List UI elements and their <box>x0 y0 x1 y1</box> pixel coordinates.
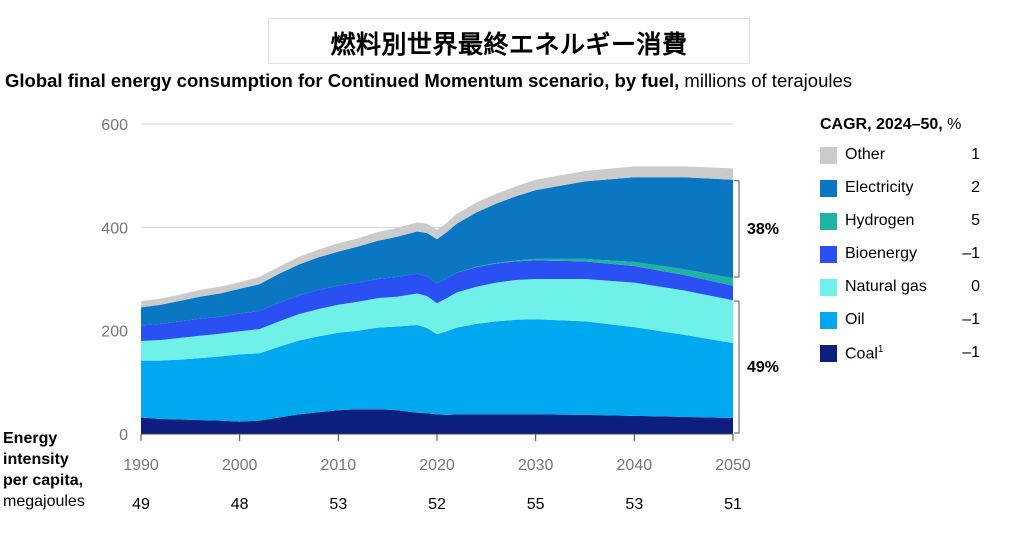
chart-title: Global final energy consumption for Cont… <box>5 70 852 92</box>
banner: 燃料別世界最終エネルギー消費 <box>268 18 750 64</box>
legend-footnote-coal: 1 <box>877 344 884 355</box>
x-tick-label-2040: 2040 <box>617 457 653 474</box>
legend-label-text-oil: Oil <box>845 311 865 328</box>
legend-swatch-hydrogen <box>820 213 837 230</box>
x-tick-label-2000: 2000 <box>222 457 258 474</box>
fossil-share-label: 49% <box>747 359 780 376</box>
legend-label-electricity: Electricity <box>845 179 913 197</box>
legend-value-bioenergy: –1 <box>962 245 980 262</box>
legend-label-oil: Oil <box>845 311 865 329</box>
y-tick-label-200: 200 <box>101 324 128 341</box>
y-tick-label-400: 400 <box>101 220 128 237</box>
area-other <box>141 166 733 308</box>
legend-label-text-natural-gas: Natural gas <box>845 278 927 295</box>
legend-title: CAGR, 2024–50, % <box>820 116 961 134</box>
ei-label-units: megajoules <box>3 493 85 510</box>
energy-intensity-value-2020: 52 <box>428 496 446 513</box>
legend-label-natural-gas: Natural gas <box>845 278 927 296</box>
legend-label-text-hydrogen: Hydrogen <box>845 212 915 229</box>
y-tick-label-0: 0 <box>119 427 128 444</box>
legend-label-other: Other <box>845 146 885 164</box>
energy-intensity-value-2040: 53 <box>625 496 644 513</box>
ei-label-line-3: per capita, <box>3 472 84 489</box>
area-oil <box>141 319 733 422</box>
x-tick-label-2050: 2050 <box>715 457 751 474</box>
energy-intensity-label: Energy intensity per capita, megajoules <box>3 428 85 512</box>
legend-label-bioenergy: Bioenergy <box>845 245 917 263</box>
energy-intensity-value-1990: 49 <box>132 496 150 513</box>
legend-value-oil: –1 <box>962 311 980 328</box>
legend-item-coal: Coal1 –1 <box>820 344 985 377</box>
energy-intensity-value-2030: 55 <box>526 496 545 513</box>
electricity-bracket <box>734 180 740 278</box>
legend-value-electricity: 2 <box>971 179 980 196</box>
legend-label-text-electricity: Electricity <box>845 179 914 196</box>
legend-item-hydrogen: Hydrogen 5 <box>820 212 985 245</box>
legend-label-text-bioenergy: Bioenergy <box>845 245 918 262</box>
electricity-share-label: 38% <box>747 221 780 238</box>
y-tick-label-600: 600 <box>101 117 128 134</box>
legend: Other 1 Electricity 2 Hydrogen 5 Bioenergy –1 Na… <box>820 146 985 377</box>
chart-title-units: millions of terajoules <box>679 70 853 91</box>
energy-intensity-value-2010: 53 <box>329 496 348 513</box>
legend-item-electricity: Electricity 2 <box>820 179 985 212</box>
legend-item-other: Other 1 <box>820 146 985 179</box>
legend-swatch-other <box>820 147 837 164</box>
energy-intensity-value-2000: 48 <box>230 496 249 513</box>
x-tick-label-1990: 1990 <box>123 457 159 474</box>
legend-label-text-other: Other <box>845 146 886 163</box>
legend-label-hydrogen: Hydrogen <box>845 212 914 230</box>
legend-swatch-oil <box>820 312 837 329</box>
area-natural-gas <box>141 279 733 361</box>
legend-value-other: 1 <box>971 146 980 163</box>
x-tick-label-2010: 2010 <box>321 457 357 474</box>
fossil-bracket <box>734 300 740 434</box>
chart-title-bold: Global final energy consumption for Cont… <box>5 70 680 91</box>
legend-swatch-electricity <box>820 180 837 197</box>
banner-title: 燃料別世界最終エネルギー消費 <box>330 30 688 59</box>
legend-item-natural-gas: Natural gas 0 <box>820 278 985 311</box>
legend-title-bold: CAGR, 2024–50, <box>820 116 943 133</box>
ei-label-line-1: Energy <box>3 430 58 447</box>
legend-value-coal: –1 <box>962 344 980 361</box>
area-coal <box>141 409 733 434</box>
legend-swatch-coal <box>820 345 837 362</box>
legend-label-text-coal: Coal <box>845 345 878 363</box>
energy-intensity-value-2050: 51 <box>724 496 742 513</box>
legend-swatch-natural-gas <box>820 279 837 296</box>
legend-value-hydrogen: 5 <box>971 212 980 229</box>
legend-title-units: % <box>942 116 962 133</box>
ei-label-line-2: intensity <box>3 451 69 468</box>
x-tick-label-2030: 2030 <box>518 457 554 474</box>
legend-item-oil: Oil –1 <box>820 311 985 344</box>
area-bioenergy <box>141 260 733 341</box>
legend-item-bioenergy: Bioenergy –1 <box>820 245 985 278</box>
legend-value-natural-gas: 0 <box>971 278 980 295</box>
legend-label-coal: Coal1 <box>845 344 883 363</box>
area-electricity <box>141 177 733 326</box>
legend-swatch-bioenergy <box>820 246 837 263</box>
x-tick-label-2020: 2020 <box>419 457 455 474</box>
